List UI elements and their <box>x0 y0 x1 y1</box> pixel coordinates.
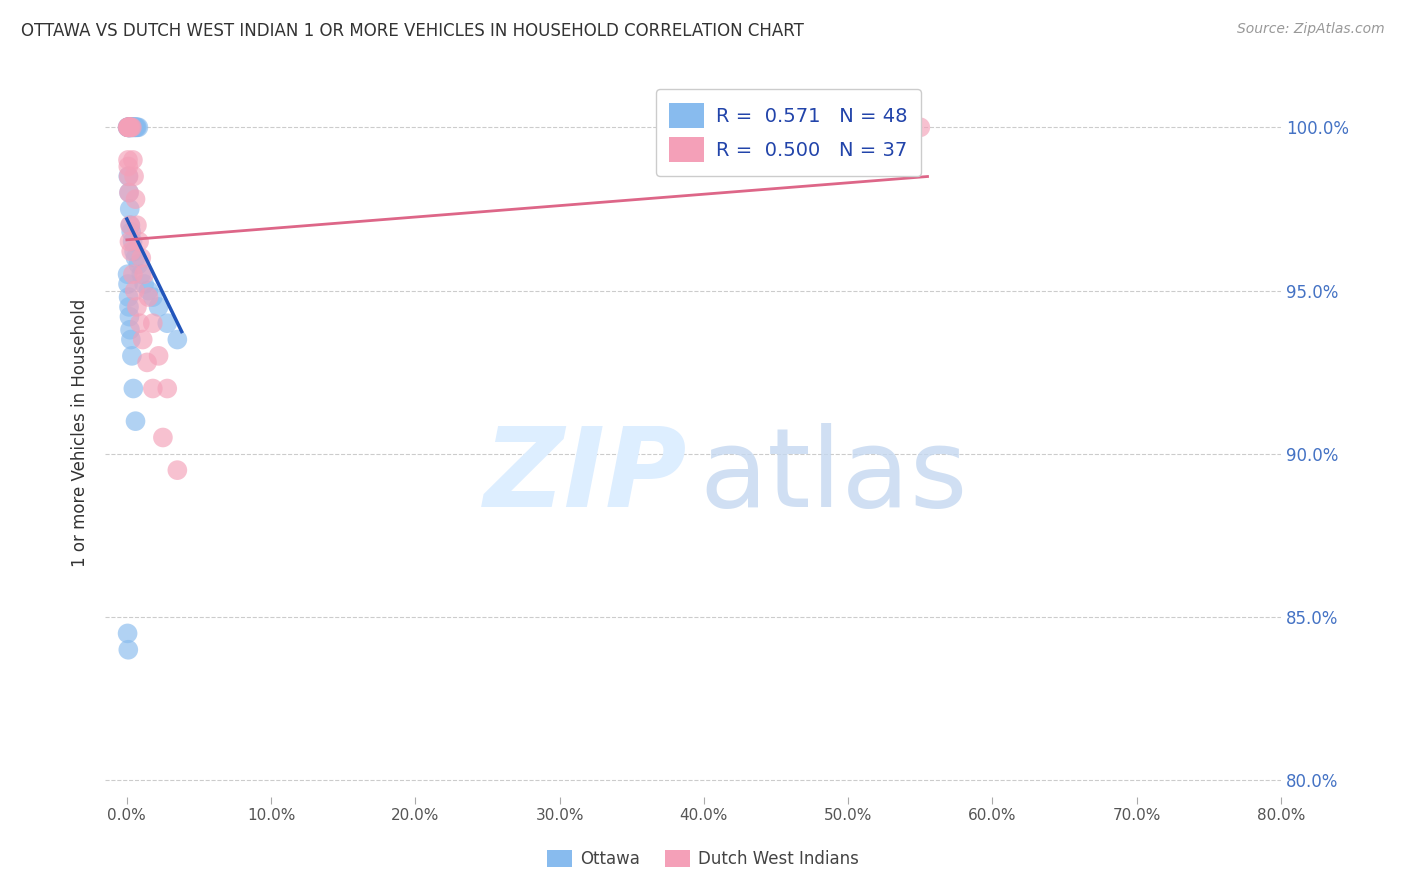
Point <box>142 382 165 396</box>
Text: OTTAWA VS DUTCH WEST INDIAN 1 OR MORE VEHICLES IN HOUSEHOLD CORRELATION CHART: OTTAWA VS DUTCH WEST INDIAN 1 OR MORE VE… <box>21 22 804 40</box>
Point <box>138 290 160 304</box>
Text: ZIP: ZIP <box>484 423 688 530</box>
Point <box>124 251 146 265</box>
Point <box>121 349 143 363</box>
Point <box>132 333 155 347</box>
Point <box>118 120 141 135</box>
Point <box>129 267 152 281</box>
Point <box>118 235 141 249</box>
Point <box>118 202 141 216</box>
Point <box>120 120 142 135</box>
Point <box>142 316 165 330</box>
Point <box>136 355 159 369</box>
Point <box>117 120 139 135</box>
Point <box>127 120 149 135</box>
Point <box>120 120 142 135</box>
Point <box>120 244 142 259</box>
Point <box>118 323 141 337</box>
Point <box>120 219 142 233</box>
Point <box>118 120 141 135</box>
Point <box>117 153 139 167</box>
Point <box>124 120 146 135</box>
Point <box>122 120 145 135</box>
Point <box>120 120 142 135</box>
Point <box>129 251 152 265</box>
Point <box>128 316 150 330</box>
Point <box>117 267 139 281</box>
Point <box>134 267 156 281</box>
Point <box>118 310 141 324</box>
Text: atlas: atlas <box>699 423 967 530</box>
Point <box>122 120 145 135</box>
Point <box>117 120 139 135</box>
Point <box>120 333 142 347</box>
Point <box>122 153 145 167</box>
Point <box>122 382 145 396</box>
Point <box>121 235 143 249</box>
Point <box>118 186 141 200</box>
Point <box>117 626 139 640</box>
Point <box>117 120 139 135</box>
Point <box>117 120 139 135</box>
Point <box>117 160 139 174</box>
Point <box>118 120 141 135</box>
Point <box>117 169 139 184</box>
Point <box>118 186 141 200</box>
Point <box>117 120 139 135</box>
Point <box>117 120 139 135</box>
Point <box>125 300 148 314</box>
Text: Source: ZipAtlas.com: Source: ZipAtlas.com <box>1237 22 1385 37</box>
Point <box>122 169 145 184</box>
Point <box>118 219 141 233</box>
Point <box>117 290 139 304</box>
Point <box>910 120 932 135</box>
Point <box>166 333 188 347</box>
Point <box>142 290 165 304</box>
Point <box>117 277 139 291</box>
Point <box>121 120 143 135</box>
Point <box>121 120 143 135</box>
Point <box>134 277 156 291</box>
Point <box>152 430 174 444</box>
Point <box>118 120 141 135</box>
Point <box>117 120 139 135</box>
Point <box>125 120 148 135</box>
Legend: R =  0.571   N = 48, R =  0.500   N = 37: R = 0.571 N = 48, R = 0.500 N = 37 <box>655 89 921 176</box>
Point <box>124 192 146 206</box>
Point <box>148 300 170 314</box>
Point <box>118 120 141 135</box>
Point <box>124 414 146 428</box>
Y-axis label: 1 or more Vehicles in Household: 1 or more Vehicles in Household <box>72 299 89 566</box>
Legend: Ottawa, Dutch West Indians: Ottawa, Dutch West Indians <box>540 843 866 875</box>
Point <box>117 169 139 184</box>
Point <box>122 244 145 259</box>
Point <box>148 349 170 363</box>
Point <box>122 267 145 281</box>
Point <box>124 120 146 135</box>
Point <box>125 120 148 135</box>
Point <box>124 284 146 298</box>
Point <box>127 257 149 271</box>
Point <box>118 120 141 135</box>
Point <box>138 284 160 298</box>
Point <box>118 120 141 135</box>
Point <box>156 382 179 396</box>
Point <box>117 120 139 135</box>
Point <box>118 300 141 314</box>
Point <box>125 219 148 233</box>
Point <box>117 642 139 657</box>
Point <box>120 225 142 239</box>
Point <box>156 316 179 330</box>
Point <box>166 463 188 477</box>
Point <box>121 120 143 135</box>
Point <box>128 235 150 249</box>
Point <box>120 120 142 135</box>
